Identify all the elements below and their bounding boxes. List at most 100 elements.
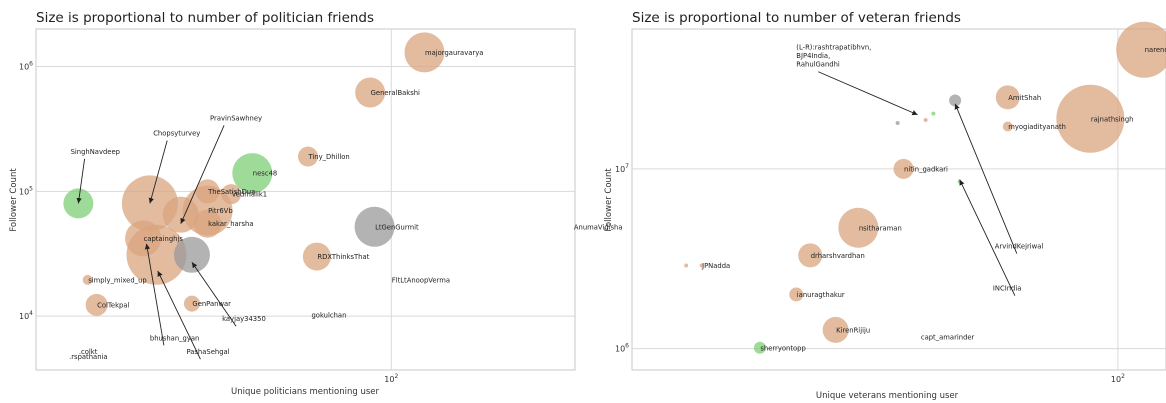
point-label: rajnathsingh — [1091, 115, 1134, 123]
point-label: LtGenGurmit — [375, 223, 419, 231]
x-axis-label: Unique veterans mentioning user — [816, 391, 959, 401]
bubble — [923, 117, 928, 122]
annotation-label: bhushan_gyan — [150, 334, 199, 342]
y-tick-label: 105 — [19, 185, 33, 196]
bubble — [949, 94, 962, 107]
annotation-arrow — [157, 270, 201, 360]
bubble — [995, 85, 1020, 110]
bubble — [822, 316, 849, 343]
y-axis-label: Follower Count — [604, 168, 614, 232]
annotation-label: INCIndia — [993, 285, 1022, 293]
plot-area — [631, 28, 1166, 371]
bubble — [85, 293, 108, 316]
bubble — [193, 209, 222, 238]
point-label: drharshvardhan — [811, 252, 865, 260]
bubble — [931, 111, 936, 116]
annotation-label: kayjay34350 — [222, 315, 266, 323]
point-label: ColTekpal — [97, 301, 129, 309]
bubble — [162, 196, 199, 233]
bubble — [125, 220, 162, 257]
annotation-label: Chopsyturvey — [153, 130, 200, 138]
bubble — [699, 263, 704, 268]
annotation-label: PravinSawhney — [210, 114, 262, 122]
chart-title: Size is proportional to number of vetera… — [632, 10, 961, 26]
bubble — [1116, 21, 1166, 78]
annotation-label: (L-R):rashtrapatibhvn, BJP4India, RahulGan… — [796, 44, 871, 69]
point-label: nitin_gadkari — [904, 165, 948, 173]
bubble — [82, 274, 93, 285]
bubble — [684, 263, 689, 268]
axis-ticks: 106 107 102 — [615, 163, 1125, 384]
point-label: KirenRijiju — [836, 326, 870, 334]
y-axis-label: Follower Count — [9, 168, 19, 232]
bubble — [798, 243, 823, 268]
point-label: capt_amarinder — [921, 333, 975, 341]
bubble — [1056, 84, 1125, 153]
veteran-friends-chart: Size is proportional to number of vetera… — [604, 10, 1166, 401]
point-label: gokulchan — [311, 312, 346, 320]
annotation-arrow — [76, 158, 86, 204]
bubble — [789, 287, 804, 302]
bubble — [404, 32, 445, 73]
annotation-arrow — [144, 243, 165, 346]
point-label: Pitr6Vb — [208, 207, 233, 215]
point-label: FltLtAnoopVerma — [392, 276, 450, 284]
point-label: TheSatishDua — [207, 188, 255, 196]
y-tick-label: 106 — [615, 343, 629, 354]
y-tick-label: 107 — [615, 163, 629, 174]
axis-ticks: 104 105 106 102 — [19, 61, 398, 384]
bubble — [302, 242, 331, 271]
point-label: myogiadityanath — [1008, 123, 1066, 131]
annotation-arrow — [180, 125, 225, 224]
point-label: JPNadda — [701, 262, 730, 270]
x-axis-label: Unique politicians mentioning user — [231, 387, 380, 397]
data-points: narendramodi AmitShah rajnathsingh myogiadi… — [684, 21, 1166, 354]
bubble — [221, 184, 242, 205]
annotation-arrow — [954, 103, 1018, 254]
annotation-arrow — [818, 71, 918, 116]
bubble — [753, 341, 766, 354]
annotation-label: SinghNavdeep — [71, 148, 120, 156]
point-label: narendramodi — [1145, 46, 1166, 54]
point-label: sherryontopp — [760, 344, 805, 352]
point-label: Vedmalik1 — [232, 191, 267, 199]
data-points: majorgauravarya GeneralBakshi Tiny_Dhillon… — [63, 32, 623, 361]
bubble — [232, 153, 273, 194]
bubble — [195, 179, 220, 204]
annotations: (L-R):rashtrapatibhvn, BJP4India, RahulGan… — [796, 44, 1043, 296]
point-label: nsitharaman — [859, 224, 902, 232]
annotation-label: ArvindKejriwal — [995, 243, 1044, 251]
point-label: AnumaVidisha — [574, 223, 623, 231]
annotation-label: PashaSehgal — [186, 348, 229, 356]
point-label: simply_mixed_up — [88, 276, 147, 284]
bubble — [183, 295, 200, 312]
y-tick-label: 106 — [19, 61, 33, 72]
point-label: .rspathania — [69, 353, 107, 361]
point-label: RDXThinksThat — [317, 253, 369, 261]
point-label: Tiny_Dhillon — [307, 153, 349, 161]
plot-area — [35, 28, 576, 371]
annotations: SinghNavdeep Chopsyturvey PravinSawhney bhu… — [71, 114, 266, 360]
bubble — [173, 236, 210, 273]
bubble — [1002, 121, 1013, 132]
x-tick-label: 102 — [384, 373, 398, 384]
point-label: AmitShah — [1008, 94, 1041, 102]
point-label: GeneralBakshi — [371, 89, 420, 97]
point-label: kakar_harsha — [208, 220, 253, 228]
point-label: nesc48 — [253, 170, 277, 178]
annotation-arrow — [148, 140, 168, 204]
annotation-arrow — [191, 262, 237, 327]
bubble — [893, 158, 914, 179]
point-label: GenPanwar — [192, 300, 231, 308]
x-tick-label: 102 — [1111, 373, 1125, 384]
bubble — [895, 120, 900, 125]
bubble — [297, 146, 318, 167]
y-tick-label: 104 — [19, 310, 33, 321]
bubble — [838, 207, 879, 248]
chart-title: Size is proportional to number of politi… — [36, 10, 374, 26]
point-label: majorgauravarya — [425, 49, 483, 57]
bubble — [354, 206, 395, 247]
annotation-arrow — [959, 179, 1016, 296]
point-label: ianuragthakur — [797, 291, 845, 299]
